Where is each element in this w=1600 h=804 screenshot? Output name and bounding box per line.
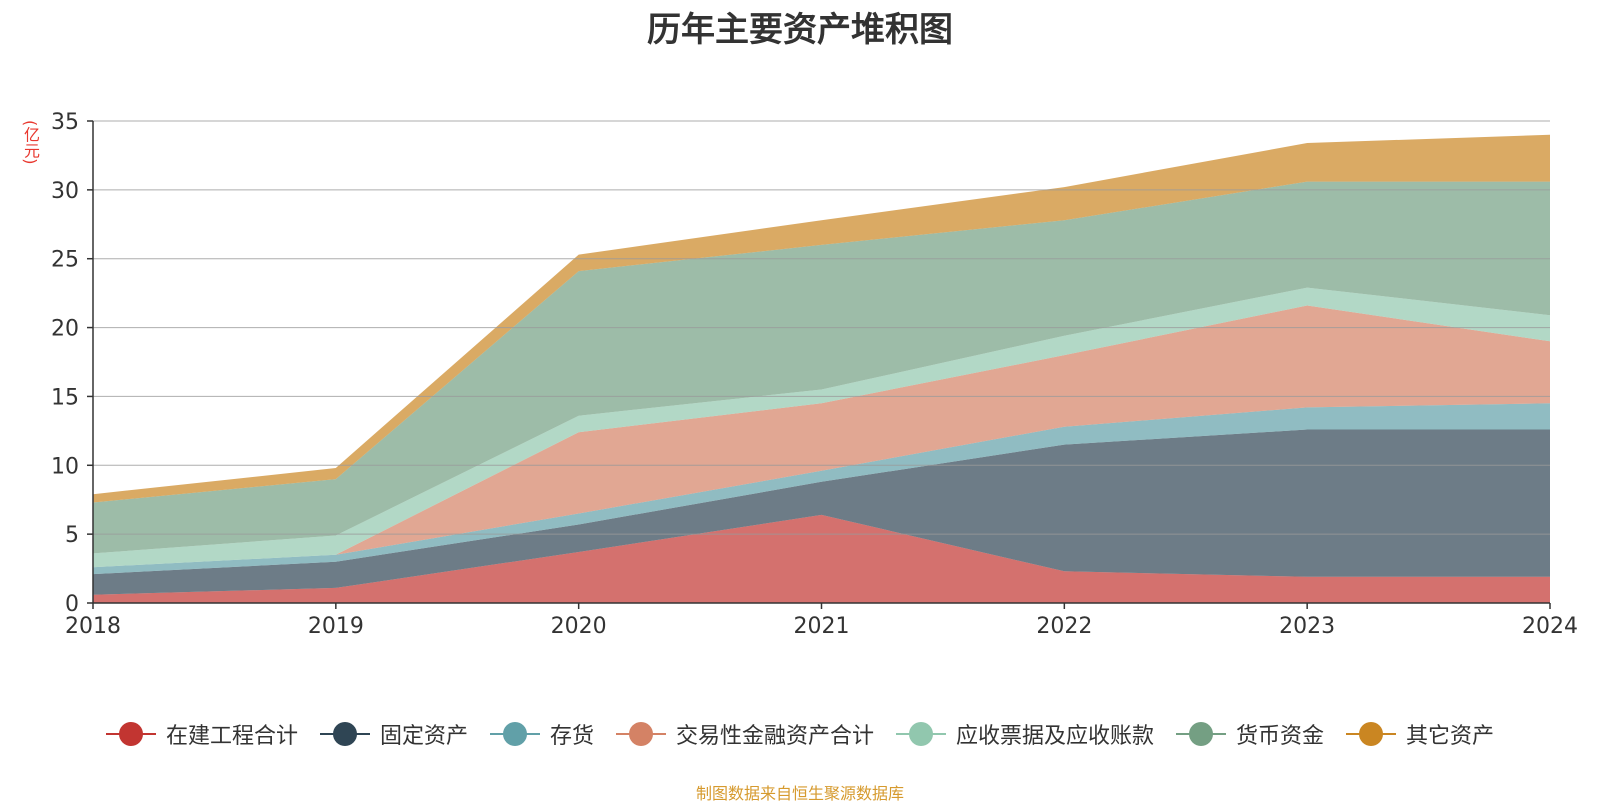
series-area-3	[93, 403, 1550, 575]
series-area-4	[93, 305, 1550, 568]
x-tick-label-2023: 2023	[1279, 614, 1335, 639]
legend-marker-icon	[1346, 722, 1397, 746]
legend-marker-icon	[896, 722, 946, 746]
series-area-2	[93, 429, 1550, 595]
legend-label: 在建工程合计	[165, 724, 298, 749]
legend-marker-icon	[489, 722, 540, 746]
series-area-1	[93, 514, 1550, 603]
legend-item-1[interactable]: 在建工程合计	[105, 718, 298, 750]
y-tick-label-20: 20	[51, 317, 79, 342]
legend-item-5[interactable]: 应收票据及应收账款	[896, 718, 1154, 750]
y-axis-unit-label: (亿元)	[21, 120, 40, 165]
x-tick-label-2018: 2018	[65, 614, 121, 639]
legend-label: 交易性金融资产合计	[675, 724, 874, 749]
x-tick-label-2022: 2022	[1036, 614, 1092, 639]
legend-marker-icon	[1176, 722, 1227, 746]
legend-label: 货币资金	[1236, 724, 1325, 749]
legend-item-2[interactable]: 固定资产	[319, 718, 468, 750]
x-tick-label-2019: 2019	[308, 614, 364, 639]
legend-label: 存货	[549, 724, 594, 749]
legend-label: 应收票据及应收账款	[956, 724, 1155, 749]
legend-item-4[interactable]: 交易性金融资产合计	[615, 718, 874, 750]
y-tick-label-30: 30	[51, 179, 79, 204]
y-tick-label-10: 10	[51, 454, 79, 479]
legend-marker-icon	[105, 722, 156, 746]
y-tick-label-0: 0	[65, 592, 79, 617]
chart-legend: 在建工程合计 固定资产 存货 交易性金融资产合计 应收票据及应收账款 货币资金 其它资产	[0, 718, 1600, 750]
x-tick-label-2020: 2020	[551, 614, 607, 639]
x-tick-label-2024: 2024	[1522, 614, 1578, 639]
legend-item-7[interactable]: 其它资产	[1346, 718, 1494, 750]
series-area-6	[93, 181, 1550, 554]
source-note: 制图数据来自恒生聚源数据库	[695, 784, 904, 803]
x-tick-label-2021: 2021	[794, 614, 850, 639]
y-tick-label-5: 5	[65, 523, 79, 548]
series-area-5	[93, 287, 1550, 568]
y-tick-label-15: 15	[51, 385, 79, 410]
series-area-7	[93, 134, 1550, 503]
legend-marker-icon	[319, 722, 370, 746]
y-tick-label-35: 35	[51, 110, 79, 135]
y-tick-label-25: 25	[51, 248, 79, 273]
legend-marker-icon	[615, 722, 666, 746]
legend-item-6[interactable]: 货币资金	[1176, 718, 1324, 750]
legend-label: 其它资产	[1406, 724, 1495, 749]
legend-label: 固定资产	[379, 724, 468, 749]
chart-title: 历年主要资产堆积图	[647, 10, 953, 50]
legend-item-3[interactable]: 存货	[489, 718, 594, 750]
